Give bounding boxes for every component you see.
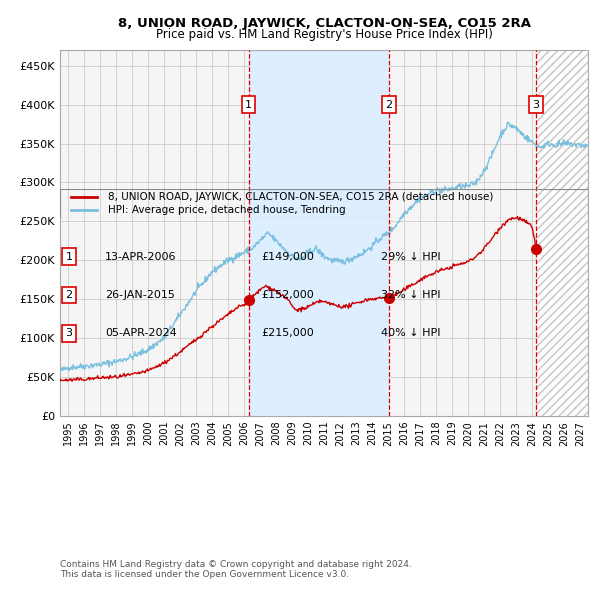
Text: 2: 2 [386, 100, 392, 110]
Bar [248, 50, 389, 416]
Text: 1: 1 [65, 252, 73, 261]
Text: 1: 1 [245, 100, 252, 110]
Text: 40% ↓ HPI: 40% ↓ HPI [381, 329, 440, 338]
Text: £152,000: £152,000 [261, 290, 314, 300]
Bar [536, 50, 588, 416]
Text: HPI: Average price, detached house, Tendring: HPI: Average price, detached house, Tend… [107, 205, 345, 215]
Text: 2: 2 [65, 290, 73, 300]
Text: 13-APR-2006: 13-APR-2006 [105, 252, 176, 261]
Text: 26-JAN-2015: 26-JAN-2015 [105, 290, 175, 300]
Text: £149,000: £149,000 [261, 252, 314, 261]
Text: 3: 3 [65, 329, 73, 338]
Text: 32% ↓ HPI: 32% ↓ HPI [381, 290, 440, 300]
Text: 29% ↓ HPI: 29% ↓ HPI [381, 252, 440, 261]
Text: Price paid vs. HM Land Registry's House Price Index (HPI): Price paid vs. HM Land Registry's House … [155, 28, 493, 41]
Text: Contains HM Land Registry data © Crown copyright and database right 2024.
This d: Contains HM Land Registry data © Crown c… [60, 560, 412, 579]
Text: 8, UNION ROAD, JAYWICK, CLACTON-ON-SEA, CO15 2RA: 8, UNION ROAD, JAYWICK, CLACTON-ON-SEA, … [118, 17, 530, 30]
Text: 05-APR-2024: 05-APR-2024 [105, 329, 177, 338]
Text: 8, UNION ROAD, JAYWICK, CLACTON-ON-SEA, CO15 2RA (detached house): 8, UNION ROAD, JAYWICK, CLACTON-ON-SEA, … [107, 192, 493, 202]
Text: 3: 3 [533, 100, 539, 110]
Text: £215,000: £215,000 [261, 329, 314, 338]
